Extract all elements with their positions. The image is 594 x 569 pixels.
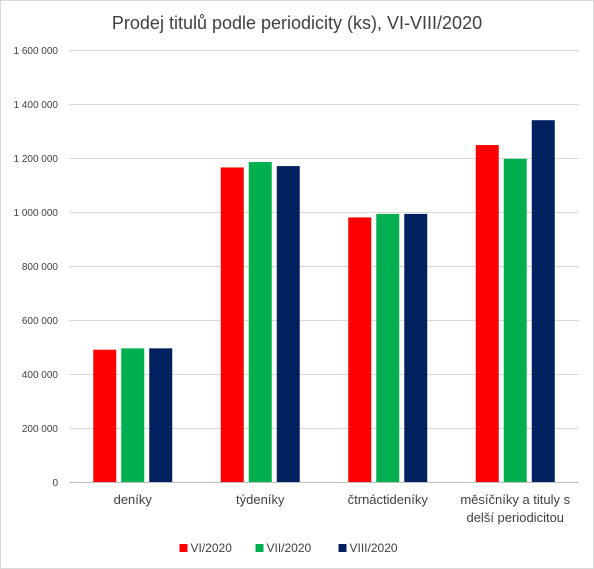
bar xyxy=(475,145,499,483)
legend-label: VII/2020 xyxy=(267,541,312,555)
bar xyxy=(348,217,372,482)
legend-swatch xyxy=(179,544,188,552)
x-axis-categories: deníky týdeníky čtrnáctideníky měsíčníky a … xyxy=(114,492,571,525)
y-tick-label: 800 000 xyxy=(22,262,59,273)
y-tick-label: 400 000 xyxy=(22,370,59,381)
x-category-label: čtrnáctideníky xyxy=(348,492,429,507)
y-tick-label: 1 600 000 xyxy=(14,46,59,57)
y-axis-ticks: 0 200 000 400 000 600 000 800 000 1 000 000 1 … xyxy=(14,46,59,489)
x-category-label: měsíčníky a tituly s xyxy=(460,492,570,507)
legend: VI/2020 VII/2020 VIII/2020 xyxy=(179,541,398,555)
gridlines xyxy=(69,50,579,429)
y-tick-label: 200 000 xyxy=(22,424,59,435)
bars xyxy=(93,120,555,483)
bar xyxy=(404,213,428,482)
bar xyxy=(248,162,272,483)
bar xyxy=(93,349,117,482)
legend-swatch xyxy=(338,544,347,552)
bar xyxy=(503,158,527,482)
bar xyxy=(531,120,555,482)
legend-label: VI/2020 xyxy=(191,541,233,555)
bar xyxy=(149,348,173,482)
bar xyxy=(220,167,244,482)
x-category-label: týdeníky xyxy=(236,492,285,507)
y-tick-label: 0 xyxy=(52,478,58,489)
y-tick-label: 1 000 000 xyxy=(14,208,59,219)
legend-swatch xyxy=(255,544,264,552)
bar xyxy=(376,213,400,482)
x-category-label: delší periodicitou xyxy=(466,510,564,525)
y-tick-label: 1 200 000 xyxy=(14,154,59,165)
x-category-label: deníky xyxy=(114,492,153,507)
bar xyxy=(121,348,145,482)
chart-title: Prodej titulů podle periodicity (ks), VI… xyxy=(112,13,482,33)
y-tick-label: 1 400 000 xyxy=(14,100,59,111)
bar xyxy=(276,166,300,482)
legend-label: VIII/2020 xyxy=(350,541,398,555)
y-tick-label: 600 000 xyxy=(22,316,59,327)
